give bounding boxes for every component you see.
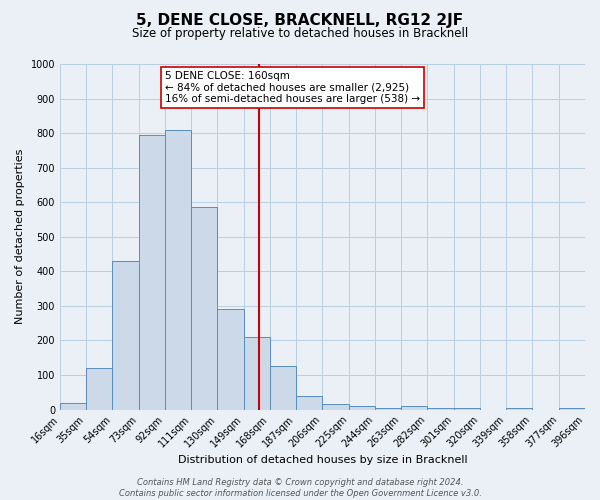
Bar — [322, 404, 349, 409]
Bar — [191, 208, 217, 410]
Bar — [217, 310, 244, 410]
Bar — [296, 396, 322, 409]
Bar — [270, 366, 296, 410]
Bar — [427, 408, 454, 410]
Text: Size of property relative to detached houses in Bracknell: Size of property relative to detached ho… — [132, 28, 468, 40]
X-axis label: Distribution of detached houses by size in Bracknell: Distribution of detached houses by size … — [178, 455, 467, 465]
Bar — [349, 406, 375, 409]
Bar — [86, 368, 112, 410]
Bar — [506, 408, 532, 410]
Bar — [401, 406, 427, 409]
Text: 5, DENE CLOSE, BRACKNELL, RG12 2JF: 5, DENE CLOSE, BRACKNELL, RG12 2JF — [136, 12, 464, 28]
Bar — [559, 408, 585, 410]
Bar — [375, 408, 401, 410]
Text: 5 DENE CLOSE: 160sqm
← 84% of detached houses are smaller (2,925)
16% of semi-de: 5 DENE CLOSE: 160sqm ← 84% of detached h… — [165, 71, 420, 104]
Y-axis label: Number of detached properties: Number of detached properties — [15, 149, 25, 324]
Bar — [454, 408, 480, 410]
Bar — [112, 261, 139, 410]
Bar — [139, 135, 165, 409]
Text: Contains HM Land Registry data © Crown copyright and database right 2024.
Contai: Contains HM Land Registry data © Crown c… — [119, 478, 481, 498]
Bar — [60, 402, 86, 409]
Bar — [244, 337, 270, 409]
Bar — [165, 130, 191, 409]
